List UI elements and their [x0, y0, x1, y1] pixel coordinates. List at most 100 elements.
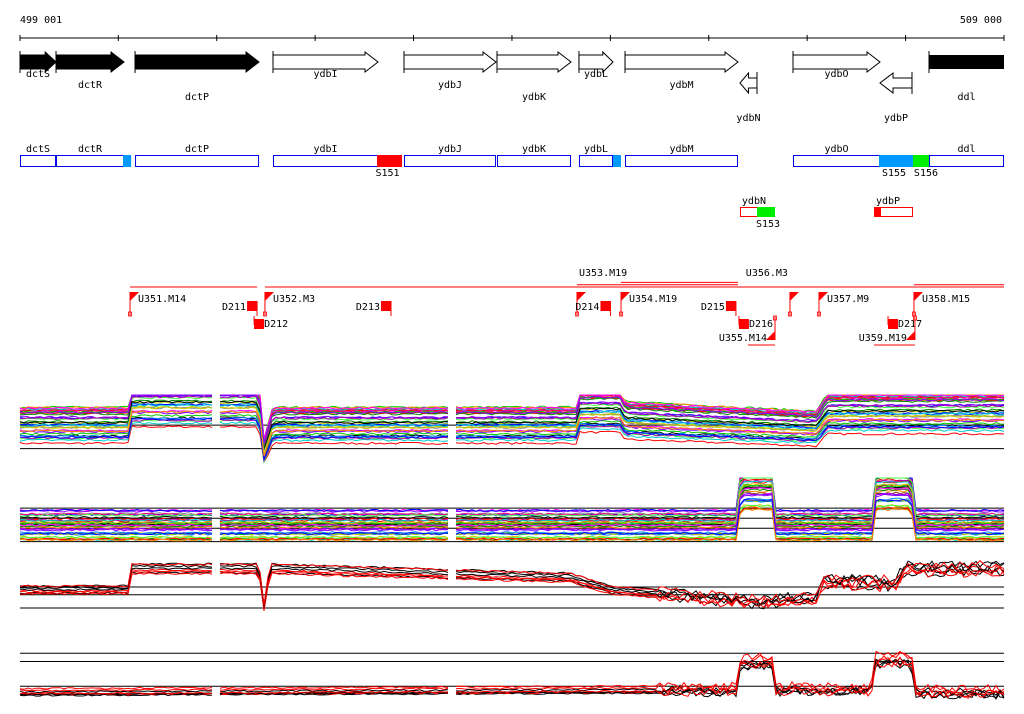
expression-panel-2 — [19, 477, 1005, 543]
u-feature-flag-icon — [576, 292, 586, 301]
u-feature-label: U351.M14 — [138, 294, 186, 305]
gene-track: dctS dctR dctP ydbI ydbJ ydbK ydbL ydbM ydbN ydbO… — [19, 50, 1004, 124]
cds-label: ydbI — [313, 144, 337, 155]
gene-label: dctP — [185, 92, 209, 103]
segment-label: S153 — [756, 219, 780, 230]
u-feature-flag-icon — [766, 331, 776, 340]
cds-segment — [879, 155, 913, 167]
u-feature-label: U355.M14 — [719, 333, 767, 344]
cds-box-dctS — [20, 155, 57, 167]
cds-label: ydbL — [584, 144, 608, 155]
expression-line — [19, 566, 1005, 609]
segment-label: S156 — [914, 168, 938, 179]
expression-line — [19, 403, 1005, 453]
cds-label: ydbM — [669, 144, 693, 155]
d-feature-box — [725, 301, 736, 311]
expression-line — [19, 561, 1005, 607]
cds-label: ydbK — [522, 144, 546, 155]
u-feature-anchor — [773, 315, 777, 321]
cds-box-ydbM — [625, 155, 738, 167]
expression-panel-3 — [19, 559, 1005, 611]
u-feature-anchor — [619, 311, 623, 317]
cds-box-ydbO — [793, 155, 881, 167]
gene-label: ydbI — [313, 69, 337, 80]
u-feature-label: U356.M3 — [746, 268, 788, 279]
expression-line — [19, 477, 1005, 516]
d-feature-label: D217 — [898, 319, 922, 330]
expression-line — [19, 508, 1005, 542]
gene-arrow-ydbP — [879, 71, 913, 95]
reverse-box-label: ydbP — [876, 196, 900, 207]
gene-label: ydbJ — [438, 80, 462, 91]
gene-arrow-ydbK — [496, 50, 572, 74]
expression-line — [19, 477, 1005, 516]
u-feature-anchor — [263, 311, 267, 317]
d-feature-label: D215 — [701, 302, 725, 313]
u-feature-flag-icon — [905, 331, 915, 340]
expression-line — [19, 567, 1005, 610]
cds-track: dctS dctR dctP ydbI ydbJ ydbK ydbL ydbM ydbO ddl S… — [20, 144, 1005, 230]
u-feature-label: U354.M19 — [629, 294, 677, 305]
gene-label: ydbM — [669, 80, 693, 91]
expression-line — [19, 477, 1005, 513]
d-feature-box — [381, 301, 392, 311]
expression-line — [19, 483, 1005, 525]
gene-arrow-dctP — [134, 50, 260, 74]
cds-box-ydbL — [578, 155, 614, 167]
gene-arrow-ydbO — [792, 50, 881, 74]
gene-arrow-ddl — [929, 55, 1004, 69]
d-feature-box — [254, 319, 265, 329]
gene-label: ydbO — [824, 69, 848, 80]
expression-line — [19, 559, 1005, 605]
coordinate-axis: 499 001 509 000 — [19, 15, 1005, 41]
cds-label: dctR — [78, 144, 103, 155]
cds-box-dctR — [56, 155, 125, 167]
u-feature-label: U358.M15 — [922, 294, 970, 305]
expression-line — [19, 650, 1005, 694]
expression-line — [19, 477, 1005, 519]
u-feature-flag-icon — [818, 292, 828, 301]
gene-arrow-dctS — [19, 50, 57, 74]
segment-label: S155 — [882, 168, 906, 179]
gene-arrow-ydbL — [578, 50, 614, 74]
gene-arrow-ydbN — [739, 71, 758, 95]
u-feature-label: U357.M9 — [827, 294, 869, 305]
u-feature-flag-icon — [264, 292, 274, 301]
expression-tracks — [19, 394, 1005, 700]
u-feature-anchor — [913, 315, 917, 321]
expression-line — [19, 477, 1005, 518]
gene-label: dctS — [26, 69, 50, 80]
cds-box-ydbK — [496, 155, 571, 167]
cds-label: ddl — [957, 144, 975, 155]
u-feature-label: U353.M19 — [579, 268, 627, 279]
expression-line — [19, 425, 1005, 464]
u-feature-anchor — [575, 311, 579, 317]
cds-segment — [912, 155, 930, 167]
gene-label: ydbL — [584, 69, 608, 80]
gene-label: ydbN — [736, 113, 760, 124]
gene-label: ddl — [957, 92, 975, 103]
cds-label: ydbJ — [438, 144, 462, 155]
axis-start-label: 499 001 — [20, 15, 62, 26]
reverse-segment — [874, 207, 881, 217]
gene-label: ydbK — [522, 92, 546, 103]
expression-line — [19, 477, 1005, 512]
u-feature-anchor — [817, 311, 821, 317]
reverse-box-label: ydbN — [742, 196, 766, 207]
d-feature-label: D212 — [264, 319, 288, 330]
expression-line — [19, 492, 1005, 531]
d-feature-label: D211 — [222, 302, 246, 313]
gene-arrow-ydbM — [624, 50, 739, 74]
u-feature-flag-icon — [789, 292, 799, 301]
gene-arrow-ydbI — [272, 50, 379, 74]
u-feature-anchor — [788, 311, 792, 317]
axis-end-label: 509 000 — [960, 15, 1002, 26]
d-feature-label: D214 — [575, 302, 599, 313]
d-feature-box — [738, 319, 749, 329]
u-feature-flag-icon — [620, 292, 630, 301]
segment-label: S151 — [375, 168, 399, 179]
d-feature-label: D213 — [356, 302, 380, 313]
d-feature-label: D216 — [749, 319, 773, 330]
expression-line — [19, 394, 1005, 444]
